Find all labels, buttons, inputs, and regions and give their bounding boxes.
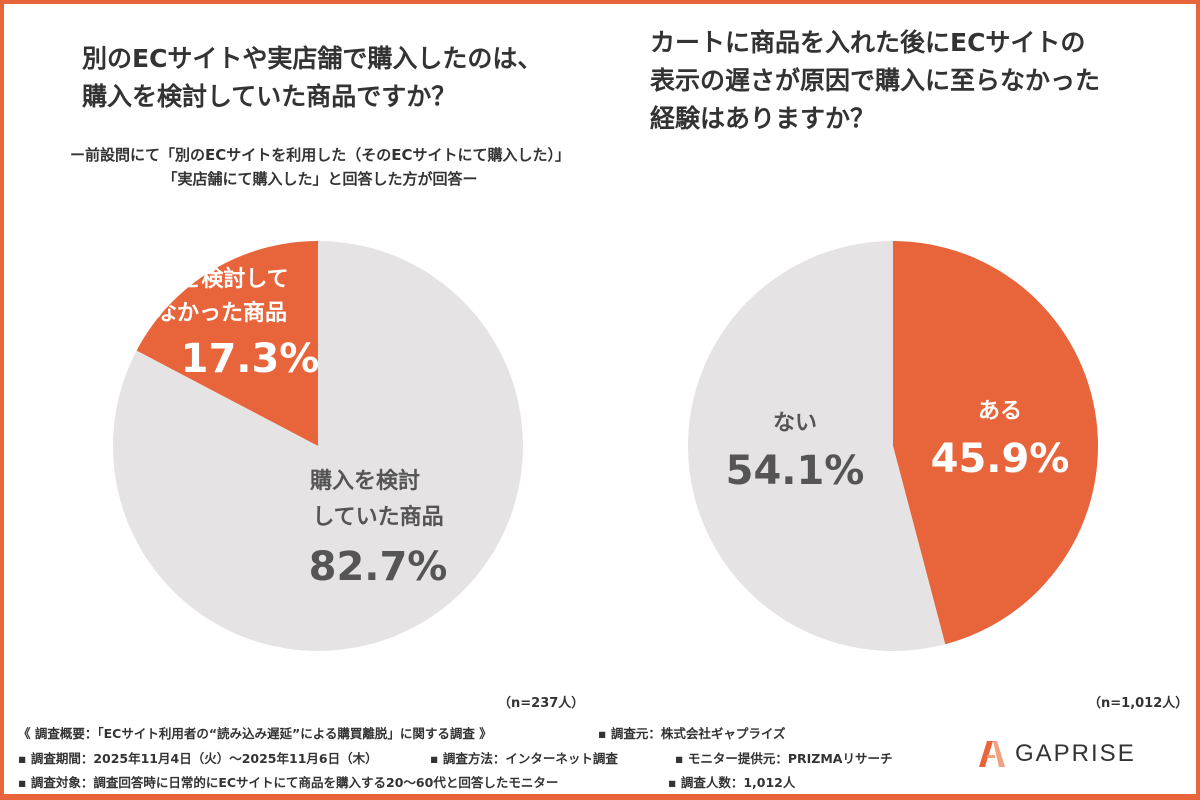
chart1-subtitle-line: ー前設問にて「別のECサイトを利用した（そのECサイトにて購入した）」 (69, 146, 570, 164)
footer-period: ▪ 調査期間：2025年11月4日（火）～2025年11月6日（木） (18, 751, 378, 766)
slice-label: ある (978, 399, 1022, 424)
slice-label: ない (773, 411, 817, 436)
slice-value: 17.3% (181, 336, 320, 382)
footer-survey-name: 《 調査概要：「ECサイト利用者の“読み込み遅延”による購買離脱」に関する調査 … (18, 726, 492, 741)
logo-text: GAPRISE (1015, 740, 1136, 767)
slice-label: 購入を検討 (310, 468, 420, 494)
chart1-sample-size: （n=237人） (498, 696, 585, 711)
gaprise-logo: GAPRISE (975, 740, 1136, 768)
pie-slice-no (688, 241, 946, 651)
chart2-title: カートに商品を入れた後にECサイトの 表示の遅さが原因で購入に至らなかった 経験… (650, 24, 1100, 138)
pie-slice-considered (113, 241, 524, 651)
slice-value: 54.1% (726, 448, 865, 494)
chart1-title: 別のECサイトや実店舗で購入したのは、 購入を検討していた商品ですか？ (82, 40, 542, 116)
footer-method: ▪ 調査方法：インターネット調査 (430, 751, 618, 766)
pie-slice-not-considered (136, 241, 318, 446)
chart2-title-line: カートに商品を入れた後にECサイトの (650, 28, 1086, 57)
slice-label: いなかった商品 (133, 300, 287, 326)
chart2-title-line: 表示の遅さが原因で購入に至らなかった (650, 66, 1101, 95)
footer-target: ▪ 調査対象：調査回答時に日常的にECサイトにて商品を購入する20～60代と回答… (18, 775, 559, 790)
slice-label: 購入を検討して (135, 266, 288, 292)
slice-value: 45.9% (931, 436, 1070, 482)
slice-value: 82.7% (309, 544, 448, 590)
chart2-sample-size: （n=1,012人） (1088, 696, 1189, 711)
footer-monitor: ▪ モニター提供元：PRIZMAリサーチ (675, 751, 893, 766)
slice-label: していた商品 (312, 504, 443, 530)
chart1-subtitle: ー前設問にて「別のECサイトを利用した（そのECサイトにて購入した）」 「実店舗… (40, 143, 600, 191)
footer-source: ▪ 調査元：株式会社ギャプライズ (598, 726, 786, 741)
pie-slice-yes (893, 241, 1098, 645)
chart1-subtitle-line: 「実店舗にて購入した」と回答した方が回答ー (162, 170, 478, 188)
chart1-title-line: 購入を検討していた商品ですか？ (82, 82, 457, 111)
logo-mark-icon (979, 741, 1005, 767)
chart1-title-line: 別のECサイトや実店舗で購入したのは、 (82, 44, 543, 73)
chart2-title-line: 経験はありますか？ (650, 104, 876, 133)
footer-count: ▪ 調査人数：1,012人 (668, 775, 796, 790)
